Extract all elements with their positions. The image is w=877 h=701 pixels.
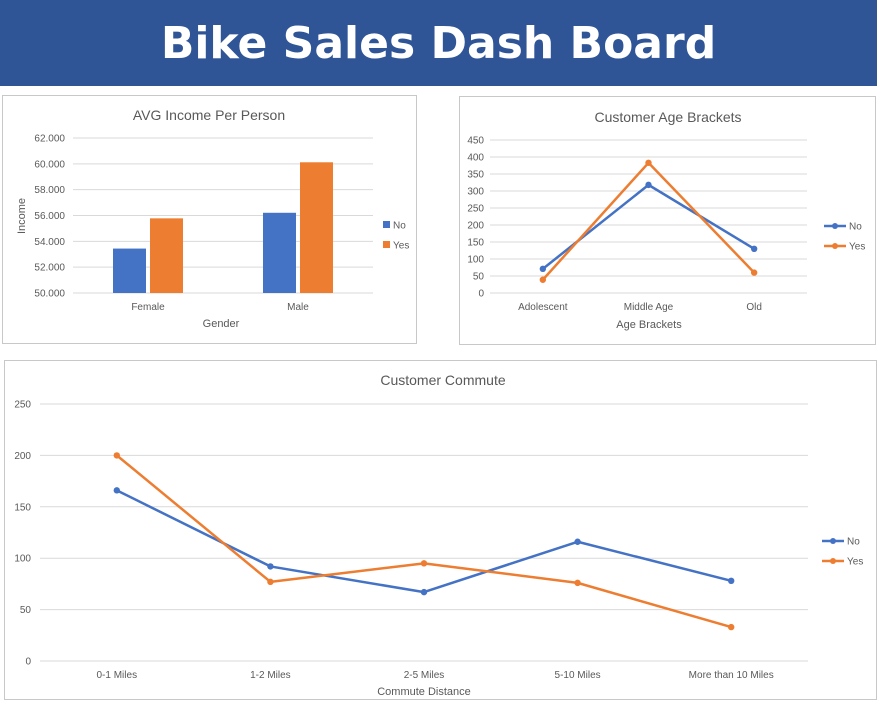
y-tick-label: 350 (467, 170, 484, 181)
income-chart-panel: AVG Income Per Person 50.000 52.000 54.000 5… (2, 95, 417, 344)
bar-yes-female (150, 218, 183, 293)
legend-label-no: No (393, 221, 406, 232)
x-tick-label: 0-1 Miles (97, 670, 138, 681)
y-tick-label: 60.000 (34, 159, 65, 170)
point-no-0 (539, 265, 547, 273)
legend-marker-yes (830, 558, 836, 564)
y-tick-label: 100 (467, 255, 484, 266)
bar-no-female (113, 248, 146, 293)
point-no-2 (750, 245, 758, 252)
point-yes-2 (750, 269, 758, 276)
series-line-no (542, 183, 755, 270)
point-no-4 (728, 577, 735, 585)
point-no-3 (574, 538, 581, 545)
legend-label-yes: Yes (393, 241, 409, 252)
age-brackets-chart: Customer Age Brackets 0 50 100 150 200 250 300 3… (467, 109, 865, 331)
dashboard-banner: Bike Sales Dash Board (0, 0, 877, 86)
point-yes-4 (728, 623, 735, 631)
income-chart: AVG Income Per Person 50.000 52.000 54.000 5… (16, 107, 409, 330)
legend-label-no: No (847, 537, 860, 548)
commute-chart-panel: Customer Commute 0 50 100 150 200 250 0-1 Miles… (4, 360, 877, 700)
y-tick-label: 100 (14, 554, 31, 565)
dashboard-title: Bike Sales Dash Board (160, 17, 717, 69)
legend-label-yes: Yes (847, 557, 863, 568)
y-tick-label: 56.000 (34, 211, 65, 222)
y-tick-label: 52.000 (34, 263, 65, 274)
legend-swatch-no (383, 221, 390, 228)
y-tick-label: 62.000 (34, 134, 65, 145)
point-no-1 (267, 563, 274, 570)
legend-marker-yes (832, 243, 838, 249)
age-chart-panel: Customer Age Brackets 0 50 100 150 200 250 300 3… (459, 96, 876, 345)
series-line-no (116, 489, 732, 594)
point-yes-2 (420, 560, 428, 567)
bar-no-male (263, 212, 296, 293)
x-tick-label: More than 10 Miles (689, 670, 774, 681)
point-no-0 (113, 487, 121, 494)
y-tick-label: 50 (473, 272, 485, 283)
y-tick-label: 200 (467, 221, 484, 232)
point-yes-1 (267, 578, 274, 586)
series-line-yes (116, 454, 732, 629)
y-tick-label: 0 (478, 289, 484, 300)
point-yes-3 (574, 579, 581, 587)
y-tick-label: 400 (467, 153, 484, 164)
x-tick-label: Female (131, 302, 165, 313)
x-axis-label: Gender (203, 318, 240, 330)
series-line-yes (541, 161, 756, 281)
y-tick-label: 250 (14, 400, 31, 411)
legend-label-no: No (849, 222, 862, 233)
y-tick-label: 50.000 (34, 289, 65, 300)
y-tick-label: 58.000 (34, 185, 65, 196)
x-tick-label: Adolescent (518, 302, 568, 313)
chart-title: AVG Income Per Person (133, 107, 285, 123)
point-yes-1 (645, 159, 652, 166)
x-tick-label: 1-2 Miles (250, 670, 291, 681)
point-yes-0 (113, 452, 121, 459)
y-tick-label: 50 (20, 605, 32, 616)
legend-swatch-yes (383, 241, 390, 248)
y-tick-label: 250 (467, 204, 484, 215)
legend-marker-no (832, 223, 838, 229)
y-tick-label: 54.000 (34, 237, 65, 248)
y-tick-label: 200 (14, 451, 31, 462)
x-tick-label: 5-10 Miles (555, 670, 601, 681)
x-axis-label: Age Brackets (616, 319, 682, 331)
x-tick-label: Male (287, 302, 309, 313)
x-tick-label: Middle Age (624, 302, 674, 313)
chart-title: Customer Commute (380, 372, 505, 388)
point-no-1 (645, 181, 652, 189)
y-tick-label: 450 (467, 136, 484, 147)
y-tick-label: 300 (467, 187, 484, 198)
legend-marker-no (830, 538, 836, 544)
y-axis-label: Income (16, 198, 28, 234)
legend-label-yes: Yes (849, 242, 865, 253)
x-tick-label: Old (746, 302, 762, 313)
commute-chart: Customer Commute 0 50 100 150 200 250 0-1 Miles… (14, 372, 863, 698)
y-tick-label: 0 (25, 657, 31, 668)
x-tick-label: 2-5 Miles (404, 670, 445, 681)
y-tick-label: 150 (14, 502, 31, 513)
x-axis-label: Commute Distance (377, 686, 471, 698)
chart-title: Customer Age Brackets (594, 109, 741, 125)
y-tick-label: 150 (467, 238, 484, 249)
bar-yes-male (300, 162, 333, 293)
point-yes-0 (539, 276, 547, 283)
point-no-2 (420, 588, 428, 596)
